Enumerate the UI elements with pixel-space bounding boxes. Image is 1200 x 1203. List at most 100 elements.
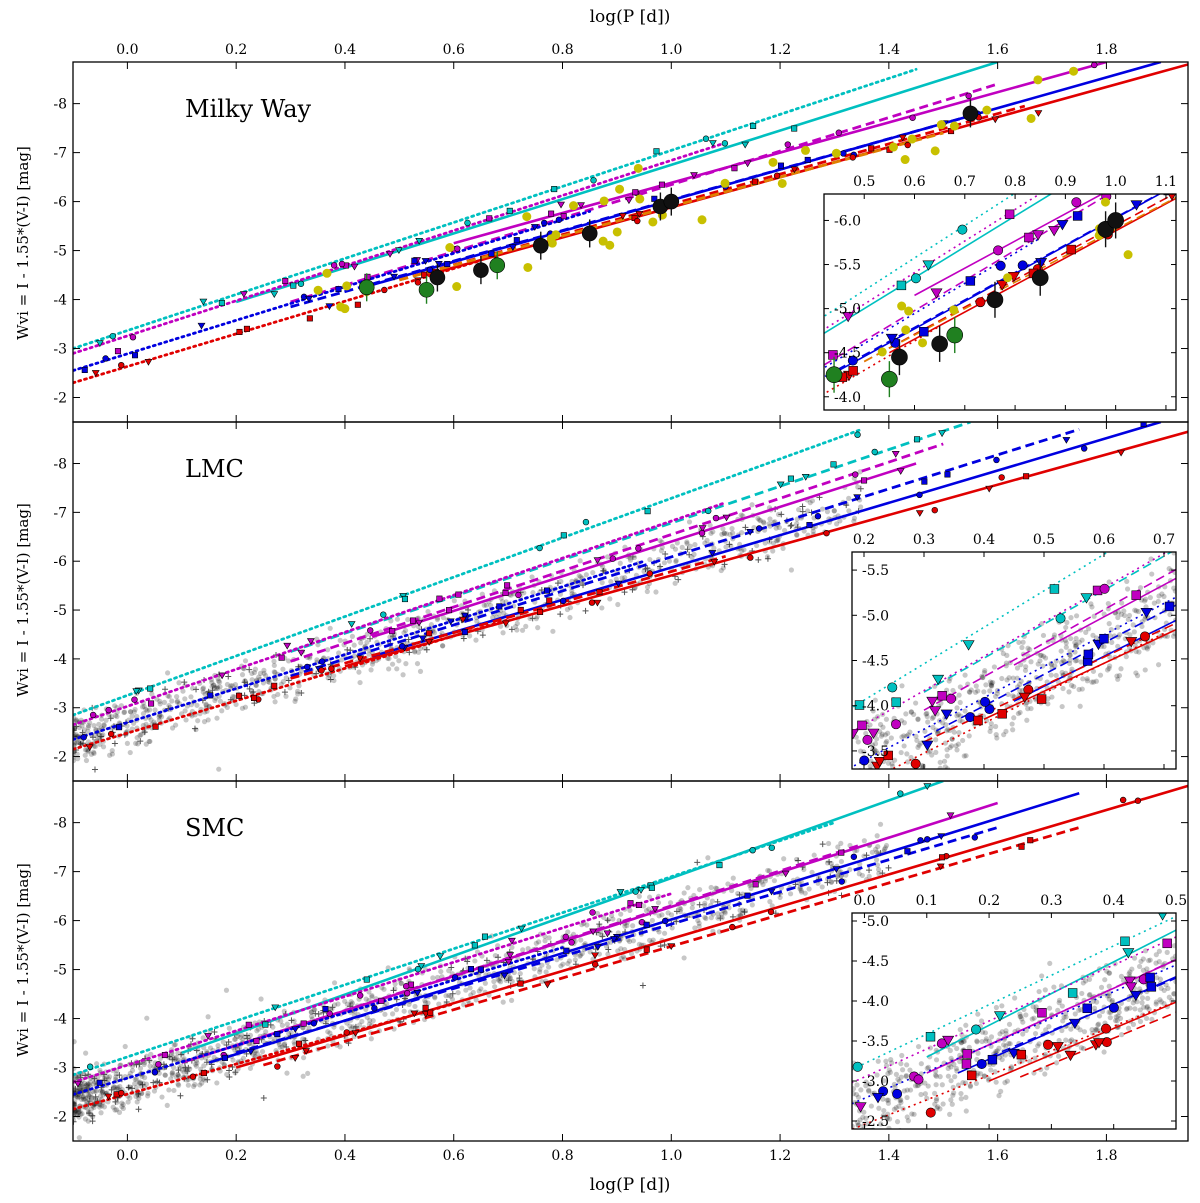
star-point xyxy=(305,1070,311,1077)
star-point xyxy=(554,957,560,963)
yellow-point xyxy=(907,134,917,144)
star-point xyxy=(880,1096,886,1102)
star-point xyxy=(720,565,726,571)
inset-y-tick-label: -3.5 xyxy=(862,1034,889,1050)
star-cross xyxy=(108,1086,115,1093)
star-point xyxy=(967,689,973,695)
star-point xyxy=(392,986,398,992)
star-point xyxy=(1033,1007,1039,1013)
inset-relation-line xyxy=(824,194,1161,378)
star-point xyxy=(1076,1007,1082,1013)
star-point xyxy=(214,715,220,721)
star-point xyxy=(678,906,684,912)
star-marker xyxy=(582,518,590,526)
star-point xyxy=(954,705,960,711)
star-point xyxy=(878,1121,884,1127)
star-point xyxy=(1048,661,1055,668)
star-marker xyxy=(1140,422,1147,427)
star-point xyxy=(855,1094,862,1100)
star-point xyxy=(349,1000,356,1006)
inset-y-tick-label: -4.5 xyxy=(862,654,889,670)
star-cross xyxy=(184,1068,191,1075)
star-cross xyxy=(449,990,456,997)
star-point xyxy=(1027,646,1033,653)
star-point xyxy=(118,703,124,709)
star-point xyxy=(73,754,76,760)
star-point xyxy=(988,1067,994,1073)
star-point xyxy=(684,539,690,545)
star-point xyxy=(357,679,363,686)
star-point xyxy=(775,536,781,542)
star-point xyxy=(722,910,728,916)
star-marker xyxy=(200,1070,207,1077)
star-cross xyxy=(742,524,749,531)
yellow-point xyxy=(1033,75,1043,85)
inset-relation-line xyxy=(852,1000,1176,1129)
star-cross xyxy=(129,1085,136,1092)
star-point xyxy=(877,721,884,728)
inset-x-tick-label: 0.5 xyxy=(1165,893,1187,909)
star-point xyxy=(1081,1029,1088,1035)
star-point xyxy=(932,1090,938,1096)
star-point xyxy=(943,722,949,728)
star-cross xyxy=(150,1079,157,1086)
star-point xyxy=(1106,621,1112,627)
star-cross xyxy=(91,1075,98,1082)
star-point xyxy=(1173,979,1176,985)
star-point xyxy=(1053,1060,1060,1066)
star-cross xyxy=(315,1010,322,1017)
star-marker xyxy=(131,696,138,703)
star-point xyxy=(1137,1007,1143,1013)
star-marker xyxy=(496,603,503,610)
lmc-title: LMC xyxy=(185,455,244,483)
top-axis-label: log(P [d]) xyxy=(590,7,671,27)
yellow-point xyxy=(831,148,841,158)
star-point xyxy=(255,1026,261,1032)
star-point xyxy=(158,714,165,720)
star-point xyxy=(584,922,590,928)
star-point xyxy=(509,944,515,950)
star-point xyxy=(142,1075,148,1081)
star-point xyxy=(73,1099,78,1105)
star-point xyxy=(721,530,727,536)
star-point xyxy=(521,590,527,596)
star-marker xyxy=(386,251,394,258)
star-point xyxy=(939,1082,945,1088)
star-marker xyxy=(290,282,297,289)
star-point xyxy=(607,596,613,602)
star-marker xyxy=(924,836,931,843)
star-point xyxy=(278,1018,284,1024)
star-point xyxy=(767,516,773,522)
star-point xyxy=(974,1038,980,1044)
star-point xyxy=(1002,1080,1008,1086)
inset-marker xyxy=(1120,936,1130,946)
star-point xyxy=(851,515,858,521)
star-point xyxy=(947,1111,953,1117)
star-cross xyxy=(824,879,831,886)
star-point xyxy=(169,1070,175,1076)
star-point xyxy=(1117,632,1123,638)
star-point xyxy=(1104,968,1110,974)
star-point xyxy=(1123,1006,1130,1012)
star-point xyxy=(880,724,886,730)
star-point xyxy=(280,666,286,672)
star-point xyxy=(781,527,788,534)
star-point xyxy=(133,1076,140,1082)
star-point xyxy=(944,753,950,759)
star-marker xyxy=(155,1061,162,1068)
star-point xyxy=(1003,663,1009,669)
star-point xyxy=(363,1006,369,1012)
inset-marker xyxy=(922,260,935,271)
inset-y-tick-label: -5.5 xyxy=(834,258,861,274)
star-point xyxy=(674,540,680,546)
star-marker xyxy=(506,952,515,959)
star-point xyxy=(749,902,755,908)
star-marker xyxy=(381,286,388,294)
yellow-point xyxy=(877,347,887,357)
star-cross xyxy=(226,1074,233,1081)
inset-frame xyxy=(851,912,1177,1130)
star-point xyxy=(999,1056,1005,1063)
inset-marker xyxy=(1071,197,1082,208)
inset-marker xyxy=(910,273,921,284)
star-point xyxy=(838,858,845,865)
